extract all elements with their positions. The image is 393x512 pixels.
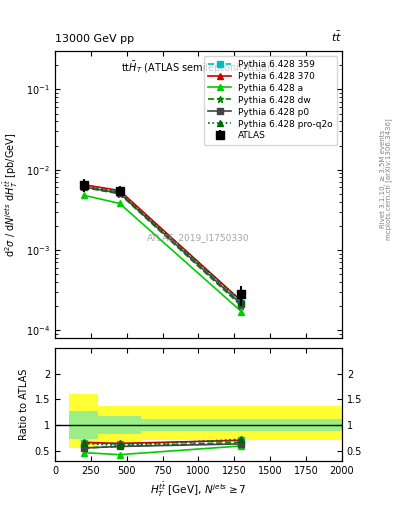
Y-axis label: d$^2\sigma$ / d$N^{jets}$ d$H_T^{t\bar{t}}$ [pb/GeV]: d$^2\sigma$ / d$N^{jets}$ d$H_T^{t\bar{t… <box>2 133 20 257</box>
Line: Pythia 6.428 pro-q2o: Pythia 6.428 pro-q2o <box>80 182 245 305</box>
Pythia 6.428 p0 <box>239 301 244 307</box>
Line: Pythia 6.428 a: Pythia 6.428 a <box>80 192 245 315</box>
Pythia 6.428 a <box>239 309 244 315</box>
Pythia 6.428 370 <box>117 187 122 194</box>
Text: ATLAS_2019_I1750330: ATLAS_2019_I1750330 <box>147 233 250 242</box>
Pythia 6.428 pro-q2o <box>81 183 86 189</box>
Y-axis label: Ratio to ATLAS: Ratio to ATLAS <box>19 369 29 440</box>
Line: Pythia 6.428 dw: Pythia 6.428 dw <box>80 184 245 309</box>
Pythia 6.428 p0 <box>81 184 86 190</box>
Line: Pythia 6.428 370: Pythia 6.428 370 <box>80 181 245 305</box>
Pythia 6.428 370 <box>81 182 86 188</box>
Line: Pythia 6.428 p0: Pythia 6.428 p0 <box>80 183 245 308</box>
Text: 13000 GeV pp: 13000 GeV pp <box>55 33 134 44</box>
Text: tt$\bar{H}_T$ (ATLAS semileptonic t$\bar{t}$bar): tt$\bar{H}_T$ (ATLAS semileptonic t$\bar… <box>121 60 276 76</box>
Pythia 6.428 359 <box>239 300 244 306</box>
Line: Pythia 6.428 359: Pythia 6.428 359 <box>80 183 245 306</box>
Pythia 6.428 370 <box>239 298 244 304</box>
Legend: Pythia 6.428 359, Pythia 6.428 370, Pythia 6.428 a, Pythia 6.428 dw, Pythia 6.42: Pythia 6.428 359, Pythia 6.428 370, Pyth… <box>204 56 338 145</box>
Text: $t\bar{t}$: $t\bar{t}$ <box>331 29 342 44</box>
Pythia 6.428 p0 <box>117 190 122 196</box>
Pythia 6.428 dw <box>117 191 122 197</box>
Pythia 6.428 dw <box>239 303 244 309</box>
X-axis label: $H_T^{t\bar{t}}$ [GeV], $N^{jets} \geq 7$: $H_T^{t\bar{t}}$ [GeV], $N^{jets} \geq 7… <box>150 481 247 500</box>
Pythia 6.428 dw <box>81 184 86 190</box>
Pythia 6.428 pro-q2o <box>239 298 244 304</box>
Pythia 6.428 a <box>117 200 122 206</box>
Text: Rivet 3.1.10, ≥ 3.5M events: Rivet 3.1.10, ≥ 3.5M events <box>380 130 386 228</box>
Pythia 6.428 359 <box>117 189 122 195</box>
Pythia 6.428 pro-q2o <box>117 189 122 196</box>
Text: mcplots.cern.ch [arXiv:1306.3436]: mcplots.cern.ch [arXiv:1306.3436] <box>386 118 393 240</box>
Pythia 6.428 359 <box>81 183 86 189</box>
Pythia 6.428 a <box>81 192 86 198</box>
